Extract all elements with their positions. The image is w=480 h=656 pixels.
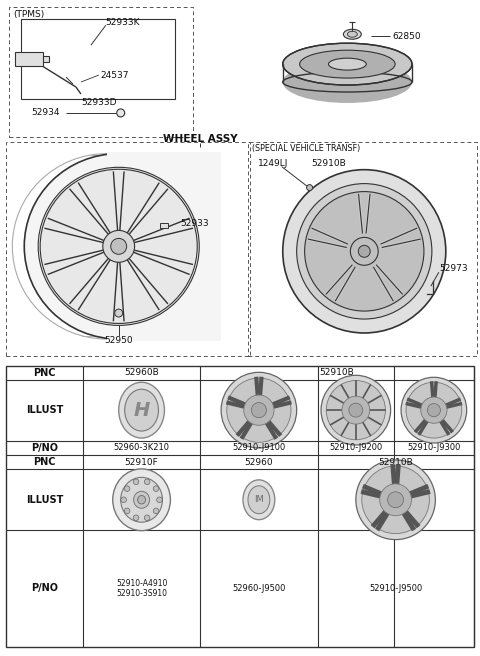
Ellipse shape [283, 43, 412, 85]
Circle shape [153, 486, 159, 491]
Ellipse shape [297, 184, 432, 319]
Circle shape [103, 230, 134, 262]
Ellipse shape [349, 403, 363, 417]
Ellipse shape [24, 154, 213, 339]
Bar [6, 366, 474, 647]
Circle shape [121, 497, 126, 502]
Text: 52960-J9500: 52960-J9500 [232, 584, 286, 593]
Circle shape [358, 245, 370, 257]
Bar [15, 52, 43, 66]
Circle shape [133, 515, 139, 521]
Circle shape [350, 237, 378, 265]
Ellipse shape [283, 170, 446, 333]
Ellipse shape [362, 466, 430, 533]
Bar [248, 142, 477, 356]
Bar [6, 142, 250, 356]
Bar [160, 224, 168, 228]
Ellipse shape [305, 192, 424, 311]
Text: 52933: 52933 [180, 219, 209, 228]
Circle shape [133, 479, 139, 485]
Ellipse shape [401, 377, 467, 443]
Ellipse shape [248, 486, 270, 514]
Text: 52910B: 52910B [378, 458, 413, 467]
Ellipse shape [113, 469, 170, 531]
Bar [9, 7, 193, 137]
Text: 52934: 52934 [31, 108, 60, 117]
Text: 52910-A4910
52910-3S910: 52910-A4910 52910-3S910 [116, 579, 167, 598]
Text: WHEEL ASSY: WHEEL ASSY [163, 134, 238, 144]
Ellipse shape [221, 373, 297, 448]
Ellipse shape [388, 492, 404, 508]
Ellipse shape [243, 480, 275, 520]
Text: 52933D: 52933D [81, 98, 117, 108]
Text: 52933K: 52933K [106, 18, 140, 27]
Ellipse shape [326, 380, 385, 440]
Text: 52910B: 52910B [320, 368, 354, 377]
Text: 52910-J9300: 52910-J9300 [407, 443, 460, 453]
Ellipse shape [300, 50, 395, 78]
Text: (TPMS): (TPMS) [13, 10, 45, 19]
Circle shape [111, 238, 127, 255]
Text: 52910B: 52910B [312, 159, 347, 168]
Ellipse shape [348, 31, 357, 37]
Text: 62850: 62850 [392, 31, 421, 41]
Circle shape [124, 486, 130, 491]
Circle shape [117, 109, 125, 117]
Ellipse shape [138, 495, 145, 504]
Ellipse shape [356, 460, 435, 540]
Ellipse shape [133, 491, 150, 508]
Text: 52960-3K210: 52960-3K210 [114, 443, 169, 453]
Text: ILLUST: ILLUST [26, 405, 63, 415]
Text: 52910-J9200: 52910-J9200 [329, 443, 383, 453]
Circle shape [153, 508, 159, 514]
Text: 52960: 52960 [245, 458, 273, 467]
Text: P/NO: P/NO [31, 583, 58, 594]
Ellipse shape [120, 478, 162, 522]
Circle shape [156, 497, 162, 502]
Ellipse shape [119, 382, 165, 438]
Text: 24537: 24537 [101, 71, 129, 79]
Text: PNC: PNC [34, 457, 56, 468]
Text: ILLUST: ILLUST [26, 495, 63, 504]
Text: H: H [133, 401, 150, 420]
Ellipse shape [421, 397, 447, 423]
Ellipse shape [244, 395, 274, 425]
Circle shape [144, 479, 150, 485]
Ellipse shape [406, 382, 462, 438]
Ellipse shape [227, 378, 291, 442]
Ellipse shape [328, 58, 366, 70]
Ellipse shape [252, 403, 266, 418]
Text: P/NO: P/NO [31, 443, 58, 453]
Ellipse shape [125, 389, 158, 431]
Bar [107, 152, 221, 341]
Text: 52973: 52973 [439, 264, 468, 273]
Ellipse shape [283, 61, 412, 103]
Circle shape [115, 309, 123, 317]
Ellipse shape [38, 167, 199, 325]
Text: 1249LJ: 1249LJ [258, 159, 288, 168]
Ellipse shape [380, 484, 411, 516]
Bar [21, 19, 175, 99]
Text: 52950: 52950 [104, 337, 133, 346]
Bar [43, 56, 49, 62]
Text: (SPECIAL VEHICLE TRANSF): (SPECIAL VEHICLE TRANSF) [252, 144, 360, 154]
Text: 52910-J9500: 52910-J9500 [369, 584, 422, 593]
Text: IM: IM [254, 495, 264, 504]
Text: 52910-J9100: 52910-J9100 [232, 443, 286, 453]
Circle shape [307, 184, 312, 191]
Ellipse shape [40, 169, 197, 323]
Text: 52910F: 52910F [125, 458, 158, 467]
Circle shape [124, 508, 130, 514]
Text: 52960B: 52960B [124, 368, 159, 377]
Ellipse shape [342, 396, 370, 424]
Ellipse shape [427, 403, 441, 417]
Ellipse shape [321, 375, 391, 445]
Ellipse shape [343, 30, 361, 39]
Text: PNC: PNC [34, 368, 56, 378]
Circle shape [144, 515, 150, 521]
